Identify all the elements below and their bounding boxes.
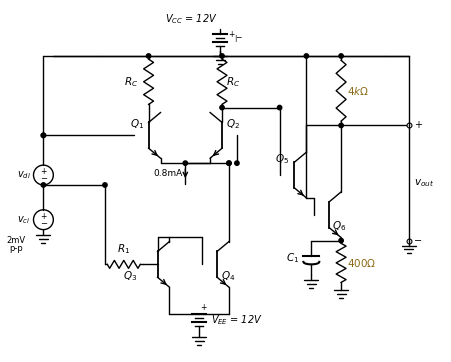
- Text: $V_{CC}$ = 12V: $V_{CC}$ = 12V: [165, 12, 217, 26]
- Text: $R_1$: $R_1$: [117, 243, 130, 256]
- Circle shape: [304, 54, 308, 58]
- Text: $Q_5$: $Q_5$: [275, 152, 289, 166]
- Circle shape: [219, 105, 224, 110]
- Text: $v_{out}$: $v_{out}$: [413, 177, 433, 189]
- Text: $Q_1$: $Q_1$: [130, 118, 144, 131]
- Text: |: |: [234, 35, 236, 42]
- Text: 2mV: 2mV: [6, 236, 25, 245]
- Circle shape: [338, 123, 342, 128]
- Circle shape: [277, 105, 281, 110]
- Circle shape: [41, 183, 46, 187]
- Text: +: +: [40, 167, 46, 176]
- Text: −: −: [40, 174, 47, 184]
- Circle shape: [338, 238, 342, 243]
- Text: −: −: [413, 236, 421, 245]
- Circle shape: [41, 133, 46, 138]
- Text: $4k\Omega$: $4k\Omega$: [346, 85, 368, 97]
- Text: $V_{EE}$ = 12V: $V_{EE}$ = 12V: [211, 313, 262, 327]
- Text: +: +: [413, 121, 421, 130]
- Text: −: −: [40, 219, 47, 228]
- Text: 0.8mA: 0.8mA: [153, 169, 182, 178]
- Text: $R_C$: $R_C$: [124, 75, 138, 89]
- Circle shape: [102, 183, 107, 187]
- Text: $Q_6$: $Q_6$: [331, 219, 346, 232]
- Text: $Q_2$: $Q_2$: [226, 118, 239, 131]
- Circle shape: [219, 54, 224, 58]
- Circle shape: [226, 161, 230, 165]
- Circle shape: [226, 161, 230, 165]
- Text: p-p: p-p: [9, 244, 23, 253]
- Text: $C_1$: $C_1$: [285, 251, 299, 265]
- Circle shape: [183, 161, 187, 165]
- Text: −: −: [235, 34, 241, 43]
- Text: $v_{ci}$: $v_{ci}$: [17, 214, 31, 226]
- Text: $R_C$: $R_C$: [226, 75, 240, 89]
- Circle shape: [338, 54, 342, 58]
- Circle shape: [234, 161, 239, 165]
- Text: +: +: [200, 303, 206, 312]
- Circle shape: [146, 54, 151, 58]
- Text: +: +: [227, 30, 234, 39]
- Text: $Q_4$: $Q_4$: [221, 269, 235, 283]
- Text: $400\Omega$: $400\Omega$: [346, 257, 376, 269]
- Text: $Q_3$: $Q_3$: [123, 269, 138, 283]
- Text: +: +: [40, 212, 46, 221]
- Circle shape: [41, 133, 46, 138]
- Text: $v_{di}$: $v_{di}$: [17, 169, 31, 181]
